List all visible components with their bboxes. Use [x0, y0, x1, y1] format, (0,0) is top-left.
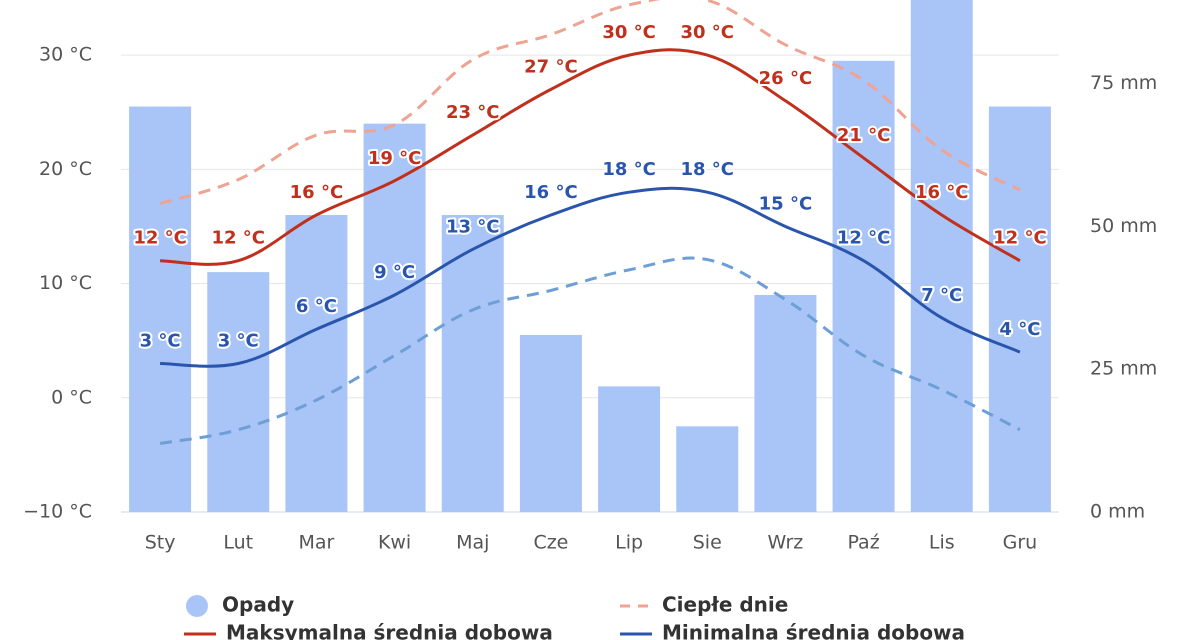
- y2-tick-label: 25 mm: [1090, 358, 1157, 380]
- legend-label: Opady: [222, 593, 294, 617]
- value-label: 30 °C: [602, 22, 656, 43]
- value-label: 15 °C: [759, 193, 813, 214]
- value-label: 18 °C: [680, 159, 734, 180]
- legend-label: Ciepłe dnie: [662, 593, 788, 617]
- x-tick-label: Wrz: [768, 532, 804, 554]
- value-label: 6 °C: [296, 296, 337, 317]
- y2-tick-label: 0 mm: [1090, 501, 1145, 523]
- value-label: 23 °C: [446, 102, 500, 123]
- line: [160, 186, 1021, 368]
- line: [160, 48, 1021, 266]
- value-label: 19 °C: [368, 148, 422, 169]
- bar: [207, 272, 270, 512]
- value-label: 16 °C: [915, 182, 969, 203]
- y-tick-label: 10 °C: [39, 272, 92, 294]
- value-label: 27 °C: [524, 56, 578, 77]
- value-label: 18 °C: [602, 159, 656, 180]
- x-tick-label: Sty: [145, 532, 176, 554]
- value-label: 12 °C: [211, 228, 265, 249]
- value-label: 12 °C: [133, 228, 187, 249]
- bar: [832, 60, 895, 512]
- value-label: 12 °C: [993, 228, 1047, 249]
- line: [159, 256, 1021, 445]
- x-tick-label: Lut: [223, 532, 253, 554]
- bar: [754, 294, 817, 512]
- x-tick-label: Gru: [1003, 532, 1038, 554]
- bar: [285, 215, 348, 512]
- value-label: 3 °C: [140, 331, 181, 352]
- value-label: 16 °C: [524, 182, 578, 203]
- value-label: 16 °C: [290, 182, 344, 203]
- value-label: 12 °C: [837, 228, 891, 249]
- line: [159, 0, 1021, 206]
- legend-label: Minimalna średnia dobowa: [662, 621, 965, 640]
- y-tick-label: 0 °C: [51, 386, 92, 408]
- x-tick-label: Cze: [533, 532, 568, 554]
- y-tick-label: 30 °C: [39, 44, 92, 66]
- value-label: 4 °C: [999, 319, 1040, 340]
- x-tick-label: Paź: [847, 532, 879, 554]
- x-tick-label: Maj: [456, 532, 489, 554]
- bar: [129, 106, 192, 512]
- x-tick-label: Kwi: [378, 532, 411, 554]
- bar: [363, 123, 426, 513]
- bar: [988, 106, 1051, 512]
- bar: [910, 0, 973, 512]
- value-label: 7 °C: [921, 285, 962, 306]
- legend-symbol: [186, 595, 208, 617]
- bar: [519, 334, 582, 512]
- value-label: 13 °C: [446, 216, 500, 237]
- y-tick-label: −10 °C: [23, 501, 92, 523]
- y-tick-label: 20 °C: [39, 158, 92, 180]
- value-label: 30 °C: [680, 22, 734, 43]
- bar: [676, 426, 739, 512]
- value-label: 3 °C: [218, 331, 259, 352]
- value-label: 26 °C: [759, 68, 813, 89]
- x-tick-label: Lis: [929, 532, 955, 554]
- x-tick-label: Mar: [298, 532, 334, 554]
- legend-label: Maksymalna średnia dobowa: [226, 621, 553, 640]
- y2-tick-label: 75 mm: [1090, 72, 1157, 94]
- x-tick-label: Sie: [693, 532, 722, 554]
- bar: [598, 386, 661, 512]
- value-label: 9 °C: [374, 262, 415, 283]
- x-tick-label: Lip: [615, 532, 643, 554]
- y2-tick-label: 50 mm: [1090, 215, 1157, 237]
- value-label: 21 °C: [837, 125, 891, 146]
- bar: [441, 215, 504, 512]
